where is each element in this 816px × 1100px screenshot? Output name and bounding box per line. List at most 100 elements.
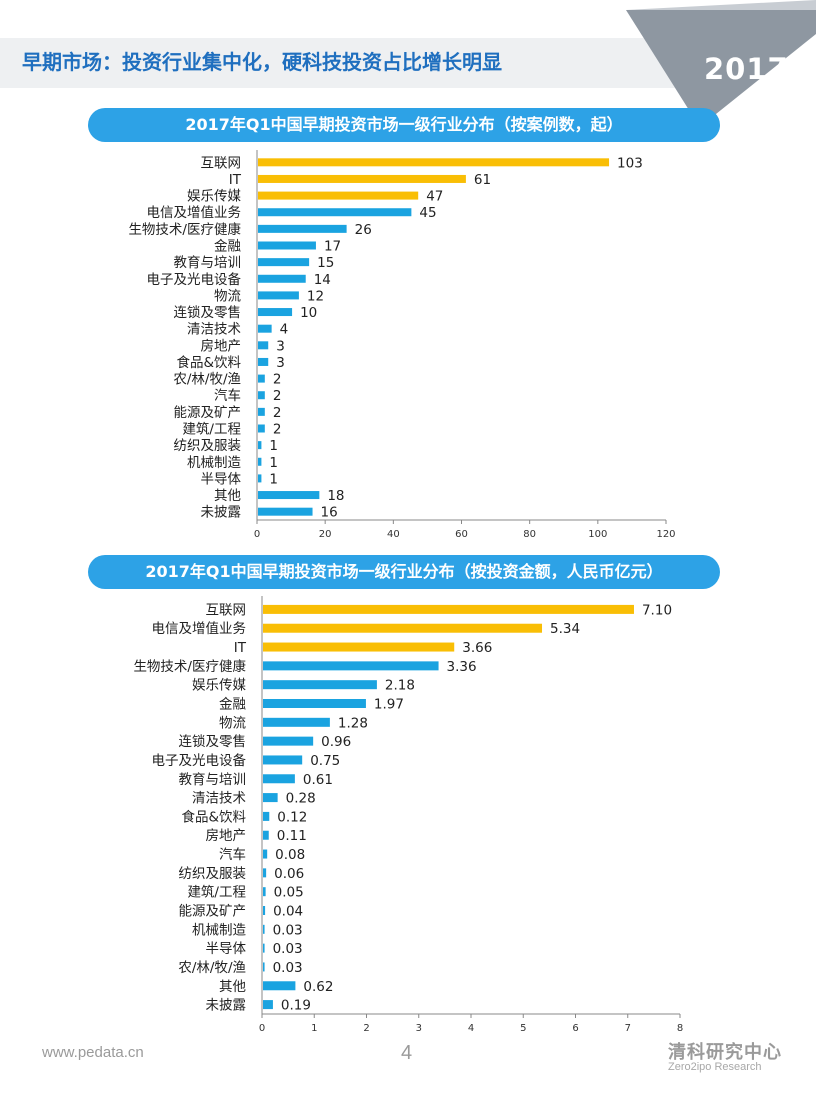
x-tick-label: 2	[363, 1023, 369, 1034]
bar	[263, 1000, 273, 1010]
category-label: 农/林/牧/渔	[173, 372, 241, 388]
bar	[263, 906, 266, 915]
bar	[258, 441, 262, 450]
value-label: 0.12	[277, 809, 307, 825]
category-label: 建筑/工程	[187, 885, 246, 901]
bar	[258, 191, 419, 200]
bar	[263, 924, 265, 934]
value-label: 47	[426, 189, 443, 205]
x-tick-label: 100	[588, 529, 607, 540]
value-label: 12	[307, 288, 324, 304]
value-label: 45	[419, 205, 436, 221]
year-badge: 2017	[704, 52, 789, 86]
category-label: 连锁及零售	[179, 734, 247, 750]
value-label: 17	[324, 239, 341, 255]
category-label: 半导体	[201, 471, 242, 487]
value-label: 0.75	[310, 753, 340, 769]
chart1-title: 2017年Q1中国早期投资市场一级行业分布（按案例数，起）	[88, 108, 720, 142]
category-label: 娱乐传媒	[192, 678, 246, 694]
bar	[258, 274, 306, 283]
x-tick-label: 3	[416, 1023, 422, 1034]
value-label: 2	[273, 388, 282, 404]
value-label: 0.05	[274, 885, 304, 901]
value-label: 2.18	[385, 678, 415, 694]
value-label: 0.04	[273, 904, 303, 920]
x-tick-label: 60	[455, 529, 468, 540]
category-label: 能源及矿产	[179, 904, 247, 920]
bar	[258, 291, 299, 300]
category-label: 娱乐传媒	[187, 189, 241, 205]
bar	[263, 699, 366, 708]
bar	[258, 341, 269, 350]
value-label: 5.34	[550, 621, 580, 637]
value-label: 4	[280, 322, 289, 338]
value-label: 0.11	[277, 828, 307, 844]
value-label: 2	[273, 405, 282, 421]
value-label: 0.28	[286, 791, 316, 807]
bar	[263, 849, 268, 859]
category-label: 未披露	[201, 505, 242, 521]
value-label: 18	[327, 488, 344, 504]
value-label: 26	[355, 222, 372, 238]
x-tick-label: 120	[656, 529, 675, 540]
category-label: 食品&饮料	[181, 808, 246, 825]
bar	[263, 943, 265, 953]
bar	[263, 755, 303, 765]
value-label: 0.96	[321, 734, 351, 750]
bar	[258, 457, 262, 466]
x-tick-label: 1	[311, 1023, 317, 1034]
investment-amount-chart: 0 1 2 3 4 5 6 7 8 互联网 7.10 电信及增值业务 5.34 IT 3.66 生物技术/医疗…	[133, 596, 683, 1034]
category-label: 机械制造	[192, 922, 246, 938]
category-label: 物流	[219, 715, 246, 731]
value-label: 0.61	[303, 772, 333, 788]
x-tick-label: 20	[319, 529, 332, 540]
bar	[258, 174, 466, 183]
bar	[263, 736, 314, 746]
bar	[263, 811, 270, 821]
value-label: 3	[276, 355, 285, 371]
x-tick-label: 6	[572, 1023, 578, 1034]
value-label: 16	[321, 505, 338, 521]
bar	[263, 830, 269, 840]
bar	[263, 962, 265, 972]
category-label: 金融	[219, 697, 246, 713]
bar	[258, 407, 265, 416]
bar	[263, 661, 439, 671]
bar	[258, 324, 272, 333]
bar	[263, 680, 377, 690]
x-tick-label: 80	[523, 529, 536, 540]
category-label: 生物技术/医疗健康	[133, 658, 246, 675]
x-tick-label: 0	[259, 1023, 265, 1034]
bar	[263, 604, 634, 614]
bar	[258, 507, 313, 516]
bar	[258, 208, 412, 217]
bar	[258, 374, 265, 383]
bar	[263, 793, 278, 803]
value-label: 7.10	[642, 602, 672, 618]
value-label: 103	[617, 155, 643, 171]
value-label: 1	[269, 438, 278, 454]
x-tick-label: 8	[677, 1023, 683, 1034]
value-label: 14	[314, 272, 331, 288]
value-label: 10	[300, 305, 317, 321]
x-tick-label: 40	[387, 529, 400, 540]
category-label: 纺织及服装	[174, 438, 242, 454]
category-label: 未披露	[206, 998, 247, 1014]
bar	[258, 224, 347, 233]
category-label: 电信及增值业务	[152, 621, 247, 637]
value-label: 1.28	[338, 715, 368, 731]
category-label: 互联网	[206, 602, 247, 618]
category-label: 汽车	[219, 846, 246, 863]
bar	[258, 258, 310, 267]
value-label: 0.08	[275, 847, 305, 863]
category-label: 房地产	[206, 828, 247, 844]
value-label: 3	[276, 338, 285, 354]
category-label: 教育与培训	[179, 772, 247, 788]
bar	[263, 717, 330, 727]
value-label: 0.03	[273, 941, 303, 957]
bar	[263, 774, 295, 784]
bar	[263, 642, 455, 652]
bar	[258, 357, 269, 366]
value-label: 3.66	[462, 640, 492, 656]
